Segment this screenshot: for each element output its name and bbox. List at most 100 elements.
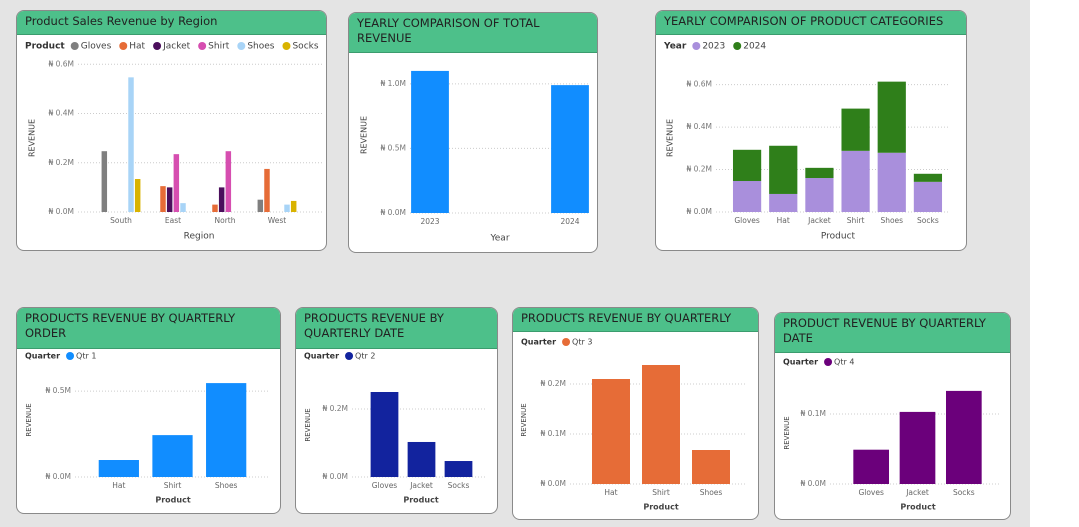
- bar: [284, 204, 290, 212]
- bar: [98, 460, 139, 477]
- x-axis-label: Product: [643, 503, 678, 512]
- bar: [899, 411, 936, 484]
- x-axis-label: Product: [403, 496, 438, 505]
- y-tick-label: ₦ 0.0M: [800, 479, 826, 488]
- y-axis-label: REVENUE: [360, 116, 369, 154]
- legend-label: Hat: [129, 42, 145, 52]
- bar-segment: [805, 178, 834, 212]
- x-tick-label: Hat: [112, 481, 125, 490]
- legend-marker: [237, 42, 246, 50]
- x-tick-label: Shirt: [652, 488, 670, 497]
- y-tick-label: ₦ 0.0M: [322, 472, 348, 481]
- x-tick-label: Jacket: [905, 488, 929, 497]
- bar: [212, 204, 218, 212]
- y-tick-label: ₦ 0.0M: [48, 207, 74, 216]
- legend-marker: [345, 352, 354, 360]
- x-tick-label: West: [268, 216, 286, 225]
- legend-label: Qtr 2: [355, 352, 375, 361]
- chart-title: PRODUCTS REVENUE BY QUARTERLY: [513, 308, 758, 332]
- chart-card: PRODUCTS REVENUE BY QUARTERLY ORDER: [16, 307, 281, 514]
- y-tick-label: ₦ 0.4M: [48, 109, 74, 118]
- legend-marker: [70, 42, 79, 50]
- bar: [290, 200, 297, 212]
- y-tick-label: ₦ 0.0M: [380, 208, 406, 217]
- legend-title: Quarter: [304, 352, 339, 361]
- legend-marker: [733, 42, 742, 50]
- legend-marker: [66, 352, 75, 360]
- x-tick-label: Shoes: [880, 216, 903, 225]
- chart-card: Product Sales Revenue by Region: [16, 10, 327, 251]
- y-axis-label: REVENUE: [520, 403, 528, 436]
- y-tick-label: ₦ 0.5M: [380, 143, 406, 152]
- legend-label: Gloves: [81, 42, 112, 52]
- y-tick-label: ₦ 0.1M: [540, 429, 566, 438]
- bar-segment: [877, 152, 906, 212]
- legend-marker: [119, 42, 128, 50]
- bar: [853, 449, 890, 484]
- bar: [444, 461, 473, 477]
- y-tick-label: ₦ 0.0M: [540, 479, 566, 488]
- legend-title: Product: [25, 42, 65, 52]
- bar: [257, 199, 264, 212]
- x-tick-label: Gloves: [734, 216, 760, 225]
- y-tick-label: ₦ 1.0M: [380, 79, 406, 88]
- y-tick-label: ₦ 0.6M: [48, 59, 74, 68]
- y-axis-label: REVENUE: [783, 416, 791, 449]
- legend-marker: [198, 42, 207, 50]
- chart-title: PRODUCT REVENUE BY QUARTERLY DATE: [775, 313, 1010, 353]
- bar: [101, 151, 108, 212]
- y-tick-label: ₦ 0.0M: [686, 207, 712, 216]
- x-axis-label: Product: [821, 232, 856, 242]
- x-tick-label: North: [215, 216, 236, 225]
- bar: [411, 70, 449, 214]
- bar: [592, 379, 630, 484]
- x-tick-label: Shoes: [700, 488, 723, 497]
- legend-title: Quarter: [25, 352, 60, 361]
- bar-segment: [877, 81, 906, 153]
- chart-title: PRODUCTS REVENUE BY QUARTERLY DATE: [296, 308, 497, 349]
- legend-marker: [824, 358, 833, 366]
- y-tick-label: ₦ 0.5M: [45, 386, 71, 395]
- chart-title: Product Sales Revenue by Region: [17, 11, 326, 35]
- legend-label: Jacket: [162, 42, 191, 52]
- legend-marker: [153, 42, 162, 50]
- bar: [945, 390, 982, 484]
- y-axis-label: REVENUE: [28, 119, 37, 157]
- legend-marker: [282, 42, 291, 50]
- x-tick-label: East: [165, 216, 181, 225]
- y-tick-label: ₦ 0.4M: [686, 122, 712, 131]
- bar-segment: [805, 167, 834, 179]
- y-tick-label: ₦ 0.0M: [45, 472, 71, 481]
- x-tick-label: 2023: [420, 217, 439, 226]
- x-tick-label: Socks: [953, 488, 975, 497]
- bar-segment: [841, 150, 870, 212]
- bar: [128, 77, 134, 212]
- x-axis-label: Product: [155, 496, 190, 505]
- y-axis-label: REVENUE: [666, 119, 675, 157]
- legend-label: 2023: [702, 42, 725, 52]
- x-tick-label: Gloves: [858, 488, 884, 497]
- legend-label: Shirt: [208, 42, 230, 52]
- x-tick-label: Hat: [777, 216, 790, 225]
- x-axis-label: Year: [489, 234, 509, 244]
- x-axis-label: Product: [900, 503, 935, 512]
- x-tick-label: South: [110, 216, 132, 225]
- bar: [173, 154, 180, 212]
- chart-title: YEARLY COMPARISON OF TOTAL REVENUE: [349, 13, 597, 53]
- bar: [642, 365, 680, 484]
- bar: [180, 203, 186, 212]
- chart-title: YEARLY COMPARISON OF PRODUCT CATEGORIES: [656, 11, 966, 35]
- y-tick-label: ₦ 0.1M: [800, 409, 826, 418]
- bar-segment: [732, 181, 762, 212]
- legend-marker: [692, 42, 701, 50]
- bar: [134, 179, 141, 212]
- x-tick-label: Jacket: [807, 216, 831, 225]
- legend-label: Shoes: [247, 42, 274, 52]
- bar: [206, 383, 247, 477]
- x-tick-label: Gloves: [372, 481, 398, 490]
- legend-label: Qtr 1: [76, 352, 96, 361]
- bar: [160, 186, 166, 212]
- bar: [225, 151, 232, 212]
